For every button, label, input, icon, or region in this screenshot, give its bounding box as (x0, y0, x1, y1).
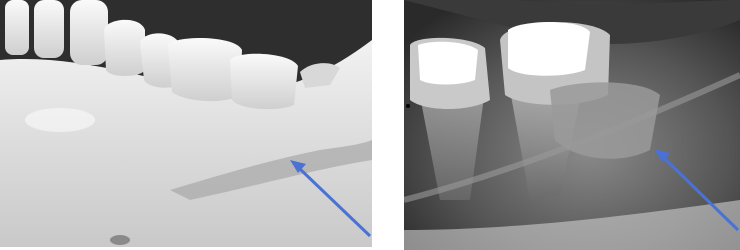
arrow-right (654, 149, 740, 232)
arrow-left (290, 160, 372, 238)
radiograph (404, 0, 740, 250)
mandible-photo (0, 0, 372, 247)
